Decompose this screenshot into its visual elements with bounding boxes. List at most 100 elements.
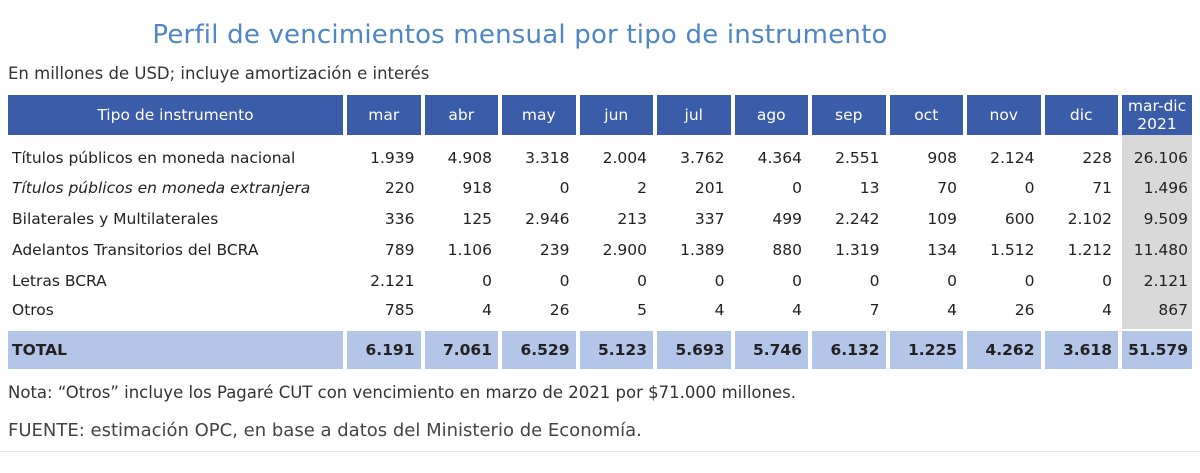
- cell-ago: 499: [730, 203, 809, 234]
- cell-oct: 908: [885, 135, 964, 172]
- cell-total: 9.509: [1118, 203, 1192, 234]
- cell-ago: 4: [730, 296, 809, 329]
- cell-sep: 7: [808, 296, 886, 329]
- cell-jul: 5.693: [653, 329, 731, 369]
- cell-mar: 6.191: [343, 329, 421, 369]
- header-month-nov: nov: [963, 95, 1041, 135]
- table-row: TOTAL 6.191 7.061 6.529 5.123 5.693 5.746 6.132…: [8, 329, 1192, 369]
- cell-sep: 0: [808, 265, 886, 296]
- cell-oct: 70: [885, 172, 964, 203]
- cell-nov: 0: [963, 265, 1041, 296]
- header-month-may: may: [498, 95, 576, 135]
- row-label: Otros: [12, 300, 54, 319]
- cell-oct: 134: [885, 234, 964, 265]
- table-header-row: Tipo de instrumento mar abr may jun jul ago se…: [8, 95, 1192, 135]
- cell-abr: 7.061: [420, 329, 498, 369]
- cell-may: 239: [498, 234, 576, 265]
- cell-jul: 0: [653, 265, 731, 296]
- cell-jul: 337: [653, 203, 731, 234]
- row-label: Letras BCRA: [12, 271, 107, 290]
- table-note: Nota: “Otros” incluye los Pagaré CUT con…: [8, 383, 796, 402]
- cell-total: 1.496: [1118, 172, 1192, 203]
- cell-mar: 2.121: [343, 265, 421, 296]
- cell-abr: 1.106: [420, 234, 499, 265]
- cell-may: 6.529: [498, 329, 576, 369]
- cell-sep: 2.551: [808, 135, 886, 172]
- cell-total: 26.106: [1118, 135, 1192, 172]
- maturity-table: Tipo de instrumento mar abr may jun jul ago se…: [8, 95, 1192, 369]
- cell-abr: 0: [420, 265, 499, 296]
- cell-ago: 880: [730, 234, 809, 265]
- cell-dic: 71: [1040, 172, 1119, 203]
- cell-abr: 125: [420, 203, 499, 234]
- cell-nov: 0: [963, 172, 1041, 203]
- cell-dic: 2.102: [1040, 203, 1119, 234]
- cell-dic: 0: [1040, 265, 1119, 296]
- cell-mar: 1.939: [343, 135, 421, 172]
- cell-nov: 1.512: [963, 234, 1041, 265]
- header-month-mar: mar: [343, 95, 421, 135]
- cell-ago: 0: [730, 265, 809, 296]
- cell-sep: 6.132: [808, 329, 886, 369]
- header-total-line2: 2021: [1137, 115, 1177, 133]
- row-label: Bilaterales y Multilaterales: [12, 209, 219, 228]
- bottom-divider: [0, 451, 1200, 452]
- header-month-sep: sep: [808, 95, 886, 135]
- header-month-jun: jun: [575, 95, 653, 135]
- cell-may: 26: [498, 296, 576, 329]
- table-row: Títulos públicos en moneda extranjera 220…: [8, 172, 1192, 203]
- row-label: Títulos públicos en moneda extranjera: [12, 178, 311, 197]
- table-row: Otros 785 4 26 5 4 4 7 4 26 4 867: [8, 296, 1192, 329]
- cell-total: 2.121: [1118, 265, 1192, 296]
- cell-oct: 109: [885, 203, 964, 234]
- cell-nov: 2.124: [963, 135, 1041, 172]
- cell-mar: 220: [343, 172, 421, 203]
- row-label: TOTAL: [8, 329, 343, 369]
- cell-dic: 228: [1040, 135, 1119, 172]
- cell-mar: 789: [343, 234, 421, 265]
- row-label: Títulos públicos en moneda nacional: [12, 148, 296, 167]
- cell-jun: 5: [575, 296, 654, 329]
- cell-nov: 26: [963, 296, 1041, 329]
- table-row: Bilaterales y Multilaterales 336 125 2.946 2…: [8, 203, 1192, 234]
- cell-jul: 1.389: [653, 234, 731, 265]
- header-month-ago: ago: [730, 95, 808, 135]
- header-month-dic: dic: [1040, 95, 1118, 135]
- chart-title: Perfil de vencimientos mensual por tipo …: [152, 20, 888, 50]
- header-month-abr: abr: [420, 95, 498, 135]
- cell-jun: 0: [575, 265, 654, 296]
- header-month-oct: oct: [885, 95, 963, 135]
- cell-ago: 4.364: [730, 135, 809, 172]
- cell-mar: 785: [343, 296, 421, 329]
- cell-oct: 0: [885, 265, 964, 296]
- cell-dic: 4: [1040, 296, 1119, 329]
- cell-jul: 3.762: [653, 135, 731, 172]
- cell-jul: 201: [653, 172, 731, 203]
- cell-oct: 4: [885, 296, 964, 329]
- cell-ago: 0: [730, 172, 809, 203]
- cell-ago: 5.746: [730, 329, 808, 369]
- table-row: Títulos públicos en moneda nacional 1.939…: [8, 135, 1192, 172]
- chart-subtitle: En millones de USD; incluye amortización…: [8, 64, 430, 83]
- header-total-line1: mar-dic: [1127, 97, 1187, 115]
- cell-total: 867: [1118, 296, 1192, 329]
- table-row: Adelantos Transitorios del BCRA 789 1.106 2…: [8, 234, 1192, 265]
- cell-abr: 4: [420, 296, 499, 329]
- cell-total: 11.480: [1118, 234, 1192, 265]
- cell-mar: 336: [343, 203, 421, 234]
- header-month-jul: jul: [653, 95, 731, 135]
- cell-dic: 1.212: [1040, 234, 1119, 265]
- cell-may: 2.946: [498, 203, 576, 234]
- cell-jun: 2: [575, 172, 654, 203]
- cell-sep: 1.319: [808, 234, 886, 265]
- cell-abr: 918: [420, 172, 499, 203]
- header-total-period: mar-dic 2021: [1118, 95, 1192, 135]
- cell-jun: 2.900: [575, 234, 654, 265]
- cell-may: 3.318: [498, 135, 576, 172]
- cell-dic: 3.618: [1040, 329, 1118, 369]
- cell-may: 0: [498, 172, 576, 203]
- cell-nov: 600: [963, 203, 1041, 234]
- header-instrument-type: Tipo de instrumento: [8, 95, 343, 135]
- cell-jun: 2.004: [575, 135, 654, 172]
- cell-jun: 213: [575, 203, 654, 234]
